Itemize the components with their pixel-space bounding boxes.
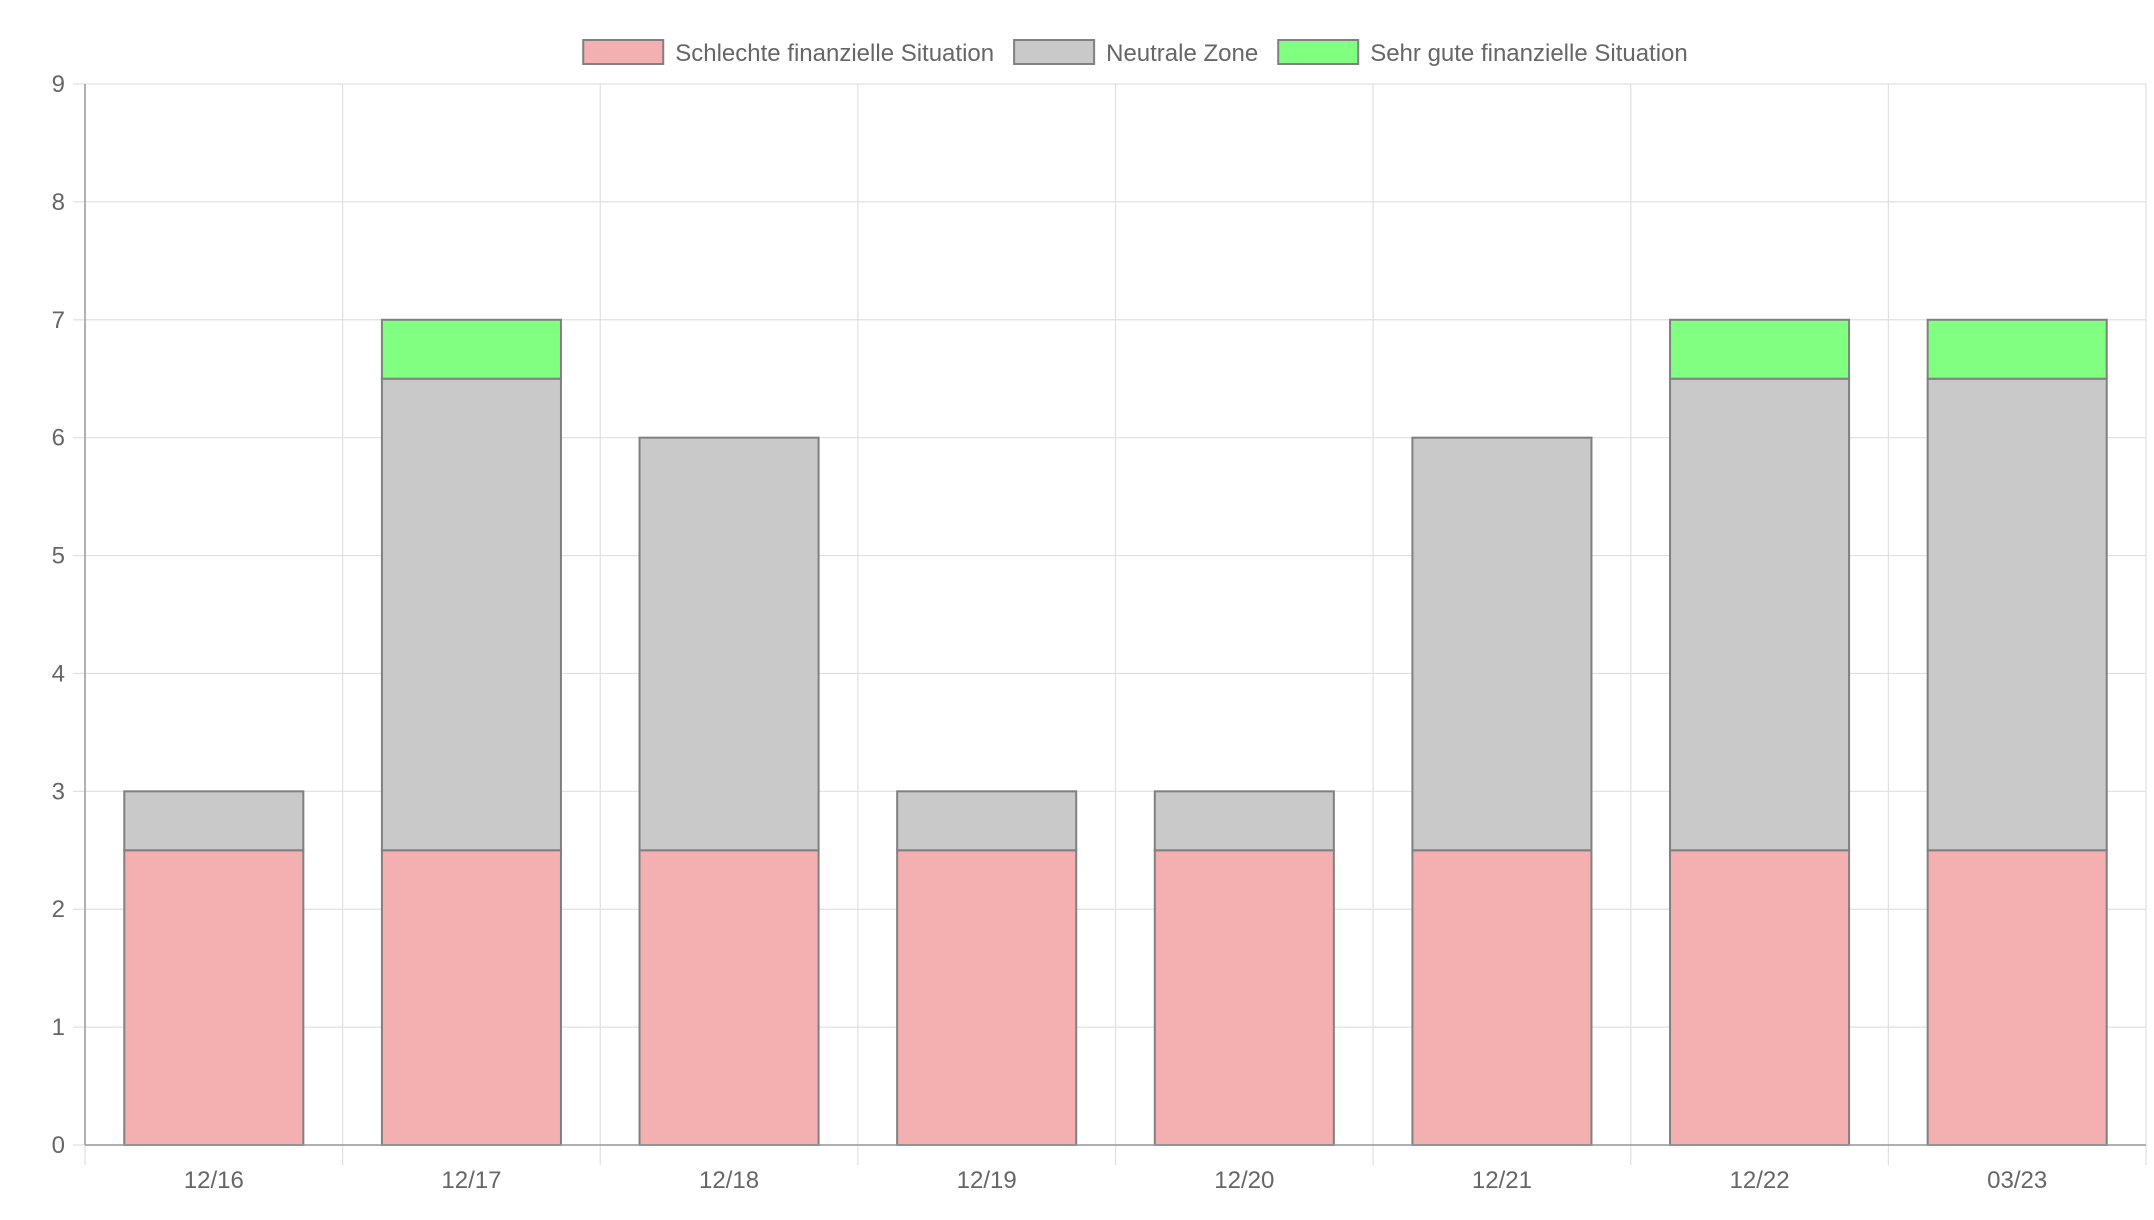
legend-swatch	[1277, 39, 1360, 65]
bar-segment[interactable]	[380, 377, 562, 852]
x-tick-label: 03/23	[1987, 1167, 2047, 1194]
legend-label: Sehr gute finanzielle Situation	[1370, 40, 1688, 67]
legend-item[interactable]: Neutrale Zone	[1013, 39, 1258, 67]
x-tick-label: 12/18	[699, 1167, 759, 1194]
y-tick-label: 8	[52, 189, 65, 216]
bar-segment[interactable]	[638, 849, 820, 1146]
x-tick-label: 12/19	[957, 1167, 1017, 1194]
legend[interactable]: Schlechte finanzielle Situation Neutrale …	[582, 39, 1688, 67]
y-tick-label: 4	[52, 660, 65, 687]
bar-segment[interactable]	[1411, 849, 1593, 1146]
bar-segment[interactable]	[123, 849, 305, 1146]
y-tick-label: 6	[52, 425, 65, 452]
legend-swatch	[1013, 39, 1096, 65]
bar-segment[interactable]	[1926, 377, 2108, 852]
bar-segment[interactable]	[1926, 318, 2108, 380]
legend-label: Schlechte finanzielle Situation	[675, 40, 994, 67]
y-tick-label: 7	[52, 307, 65, 334]
x-tick-label: 12/22	[1730, 1167, 1790, 1194]
legend-item[interactable]: Sehr gute finanzielle Situation	[1277, 39, 1688, 67]
bar-segment[interactable]	[1669, 318, 1851, 380]
x-tick-label: 12/17	[441, 1167, 501, 1194]
bar-segment[interactable]	[638, 436, 820, 852]
bar-segment[interactable]	[1669, 377, 1851, 852]
legend-item[interactable]: Schlechte finanzielle Situation	[582, 39, 994, 67]
y-tick-label: 1	[52, 1014, 65, 1041]
bar-segment[interactable]	[380, 849, 562, 1146]
bar-segment[interactable]	[896, 849, 1078, 1146]
axis-layer: 0 1 2 3 4 5 6 7 8 9 12/16 12/17 12/18 12/19 12/20 12/21…	[52, 71, 2146, 1194]
legend-label: Neutrale Zone	[1106, 40, 1258, 67]
bar-segment[interactable]	[1926, 849, 2108, 1146]
x-tick-label: 12/16	[184, 1167, 244, 1194]
y-tick-label: 9	[52, 71, 65, 98]
x-tick-label: 12/20	[1214, 1167, 1274, 1194]
x-tick-label: 12/21	[1472, 1167, 1532, 1194]
y-tick-label: 0	[52, 1132, 65, 1159]
bar-segment[interactable]	[1153, 790, 1335, 852]
bar-segment[interactable]	[896, 790, 1078, 852]
bar-segment[interactable]	[123, 790, 305, 852]
y-tick-label: 3	[52, 778, 65, 805]
bar-segment[interactable]	[1153, 849, 1335, 1146]
bar-segment[interactable]	[1411, 436, 1593, 852]
bar-segment[interactable]	[1669, 849, 1851, 1146]
y-tick-label: 2	[52, 896, 65, 923]
bars-layer	[123, 318, 2108, 1146]
bar-segment[interactable]	[380, 318, 562, 380]
legend-swatch	[582, 39, 665, 65]
y-tick-label: 5	[52, 543, 65, 570]
